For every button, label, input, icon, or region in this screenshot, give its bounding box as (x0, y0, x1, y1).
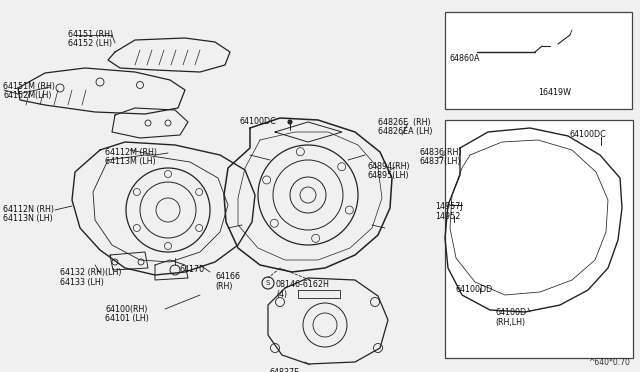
Text: 64113M (LH): 64113M (LH) (105, 157, 156, 166)
Text: 64100DC: 64100DC (570, 130, 607, 139)
Text: 08146-6162H
(4): 08146-6162H (4) (276, 280, 330, 299)
Text: 64826EA (LH): 64826EA (LH) (378, 127, 433, 136)
Text: ^640*0.70: ^640*0.70 (588, 358, 630, 367)
Text: 64166
(RH): 64166 (RH) (215, 272, 240, 291)
Text: 64100(RH): 64100(RH) (105, 305, 147, 314)
Text: 64100D
(RH,LH): 64100D (RH,LH) (495, 308, 526, 327)
Text: 64113N (LH): 64113N (LH) (3, 214, 52, 223)
Text: 64132 (RH)(LH): 64132 (RH)(LH) (60, 268, 122, 277)
Bar (445, 120, 633, 358)
Text: 64101 (LH): 64101 (LH) (105, 314, 149, 323)
Text: 14952: 14952 (435, 212, 460, 221)
Text: 64837E: 64837E (270, 368, 300, 372)
Text: 64112N (RH): 64112N (RH) (3, 205, 54, 214)
Circle shape (288, 120, 292, 124)
Text: 64151M (RH): 64151M (RH) (3, 82, 55, 91)
Text: 64170: 64170 (180, 265, 205, 274)
Text: 64152 (LH): 64152 (LH) (68, 39, 112, 48)
Circle shape (599, 135, 603, 139)
Text: 14957J: 14957J (435, 202, 463, 211)
Text: 16419W: 16419W (538, 88, 572, 97)
Text: 64151 (RH): 64151 (RH) (68, 30, 113, 39)
Bar (445, 12, 632, 109)
Text: 64836(RH): 64836(RH) (420, 148, 463, 157)
Text: 64100DC: 64100DC (240, 117, 276, 126)
Text: 64860A: 64860A (450, 54, 481, 63)
Text: 64826E  (RH): 64826E (RH) (378, 118, 431, 127)
Text: 64837(LH): 64837(LH) (420, 157, 461, 166)
Text: 64133 (LH): 64133 (LH) (60, 278, 104, 287)
Text: 64895(LH): 64895(LH) (368, 171, 410, 180)
Text: 64112M (RH): 64112M (RH) (105, 148, 157, 157)
Text: 64152M(LH): 64152M(LH) (3, 91, 51, 100)
Text: S: S (266, 280, 270, 286)
Text: 64894(RH): 64894(RH) (368, 162, 411, 171)
Circle shape (478, 286, 482, 290)
Text: 64100DD: 64100DD (455, 285, 492, 294)
